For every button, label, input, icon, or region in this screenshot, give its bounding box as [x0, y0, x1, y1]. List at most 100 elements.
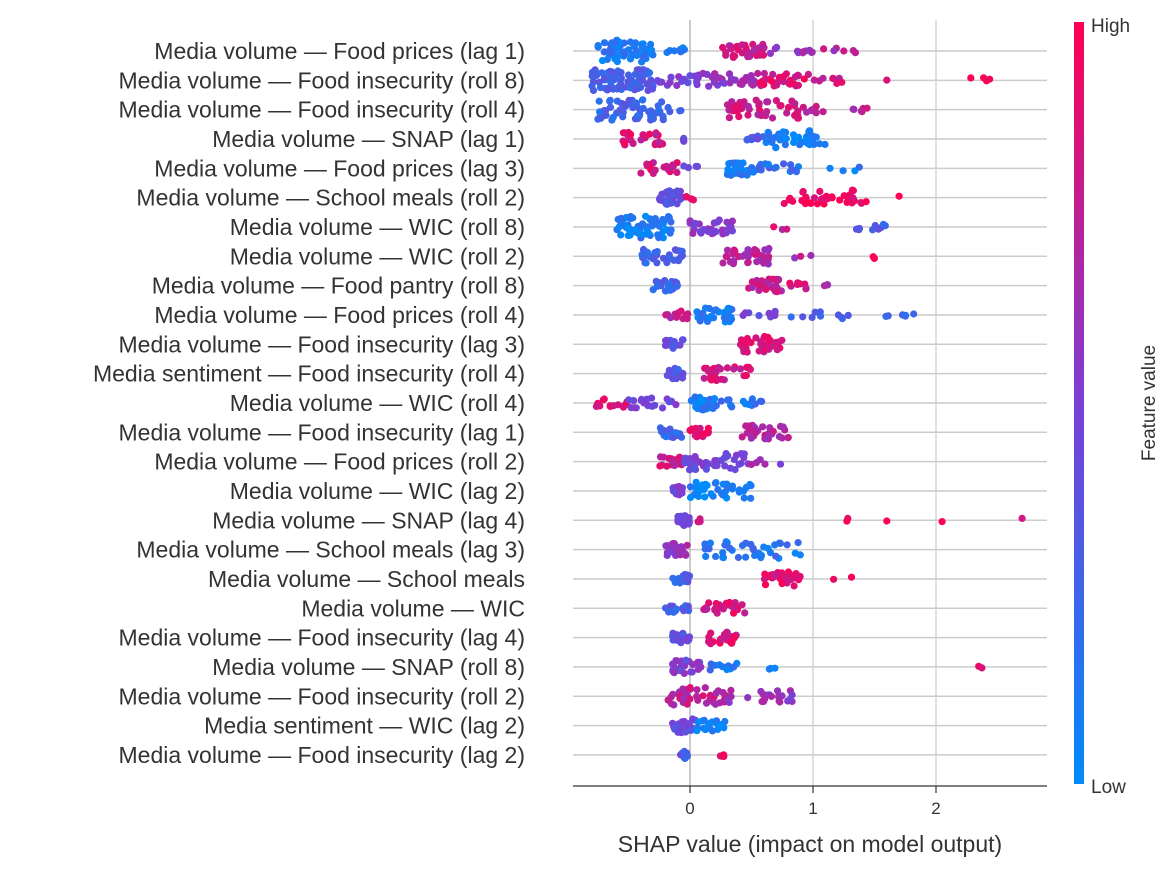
shap-point — [607, 78, 615, 87]
shap-point — [786, 279, 794, 287]
shap-point — [870, 254, 879, 262]
shap-point — [666, 425, 674, 433]
shap-point — [669, 162, 677, 170]
shap-point — [713, 609, 721, 617]
shap-point — [699, 69, 707, 77]
shap-point — [724, 167, 733, 175]
shap-point — [784, 103, 793, 111]
shap-point — [776, 698, 784, 706]
shap-point — [784, 434, 792, 442]
shap-point — [749, 40, 757, 49]
shap-point — [617, 68, 625, 77]
shap-point — [719, 491, 727, 499]
shap-point — [655, 195, 664, 203]
shap-point — [773, 687, 782, 695]
shap-point — [660, 163, 668, 171]
shap-point — [663, 551, 671, 560]
shap-point — [810, 133, 818, 141]
shap-point — [731, 466, 739, 474]
shap-point — [637, 395, 646, 403]
shap-point — [697, 310, 705, 318]
shap-point — [779, 423, 787, 431]
shap-point — [738, 41, 746, 49]
shap-point — [603, 86, 612, 94]
shap-point — [811, 308, 819, 316]
shap-point — [613, 97, 621, 105]
shap-point — [734, 553, 743, 562]
shap-point — [691, 431, 699, 440]
shap-point — [783, 109, 791, 117]
shap-point — [785, 196, 793, 204]
shap-point — [645, 130, 654, 138]
shap-point — [691, 72, 699, 80]
shap-point — [882, 312, 890, 320]
shap-point — [735, 159, 743, 167]
shap-point — [715, 661, 724, 669]
shap-point — [752, 334, 760, 342]
shap-point — [708, 73, 716, 81]
colorbar — [1074, 22, 1084, 784]
shap-point — [763, 98, 771, 106]
shap-point — [723, 364, 732, 372]
shap-point — [588, 72, 596, 80]
shap-point — [667, 73, 675, 81]
shap-point — [755, 347, 763, 355]
shap-point — [840, 47, 848, 55]
shap-point — [724, 304, 732, 313]
shap-point — [746, 365, 755, 373]
shap-point — [702, 465, 711, 473]
shap-point — [682, 311, 690, 320]
shap-point — [678, 373, 686, 381]
shap-point — [796, 551, 804, 559]
grid-lines — [573, 50, 1047, 756]
shap-point — [638, 76, 647, 84]
shap-point — [639, 104, 647, 112]
shap-point — [659, 215, 667, 224]
shap-point — [822, 192, 831, 200]
shap-point — [738, 541, 747, 550]
shap-point — [742, 344, 750, 352]
feature-label: Media volume — Food prices (lag 3) — [154, 155, 525, 181]
shap-point — [705, 367, 713, 375]
shap-point — [642, 251, 650, 259]
shap-point — [778, 434, 786, 442]
shap-point — [672, 313, 681, 321]
colorbar-low-label: Low — [1091, 777, 1126, 798]
shap-point — [713, 73, 722, 82]
shap-point — [619, 113, 627, 121]
shap-point — [631, 39, 640, 47]
shap-point — [738, 433, 746, 441]
shap-point — [810, 194, 819, 202]
shap-point — [638, 43, 646, 51]
shap-point — [667, 199, 675, 207]
shap-point — [1018, 514, 1026, 523]
shap-point — [761, 570, 769, 578]
shap-point — [692, 162, 700, 170]
shap-point — [840, 192, 848, 200]
shap-point — [761, 246, 769, 254]
feature-label: Media sentiment — Food insecurity (roll … — [93, 361, 525, 387]
shap-point — [615, 74, 623, 82]
shap-point — [862, 198, 870, 206]
shap-point — [616, 106, 624, 114]
shap-point — [813, 200, 822, 208]
shap-point — [758, 397, 766, 406]
shap-point — [648, 85, 657, 93]
shap-point — [626, 84, 635, 92]
shap-point — [851, 167, 859, 175]
shap-point — [691, 219, 699, 227]
shap-point — [639, 131, 647, 139]
shap-point — [653, 77, 662, 85]
shap-point — [653, 248, 661, 256]
shap-point — [851, 49, 860, 57]
shap-point — [664, 281, 672, 289]
shap-point — [678, 546, 687, 554]
shap-point — [716, 365, 725, 373]
shap-point — [664, 696, 672, 704]
shap-point — [834, 311, 843, 319]
shap-point — [797, 252, 805, 260]
shap-point — [783, 225, 791, 233]
shap-point — [766, 49, 775, 58]
shap-point — [627, 404, 635, 412]
feature-label: Media volume — Food prices (lag 1) — [154, 38, 525, 64]
